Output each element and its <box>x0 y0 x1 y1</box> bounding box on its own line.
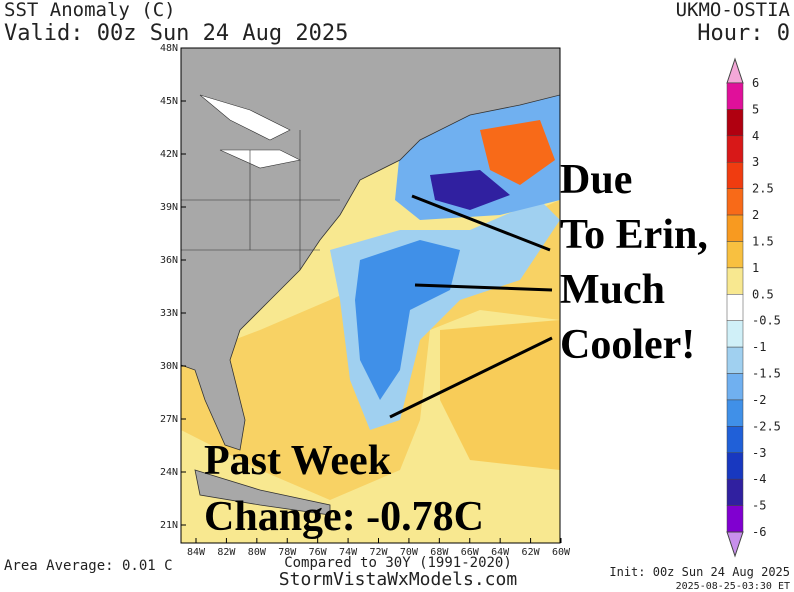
colorbar-label: -0.5 <box>752 314 781 328</box>
lon-label: 82W <box>217 547 236 558</box>
colorbar-label: 5 <box>752 102 759 116</box>
lon-label: 72W <box>369 547 388 558</box>
colorbar-label: 0.5 <box>752 287 774 301</box>
lon-label: 66W <box>461 547 480 558</box>
colorbar-arrow <box>726 57 744 84</box>
colorbar-label: -2 <box>752 393 766 407</box>
warm-area <box>440 320 560 470</box>
lon-label: 64W <box>491 547 510 558</box>
lon-label: 60W <box>552 547 571 558</box>
lon-label: 62W <box>522 547 541 558</box>
map <box>180 47 561 544</box>
colorbar-box <box>726 109 744 137</box>
borders <box>181 130 340 270</box>
colorbar-label: -2.5 <box>752 419 781 433</box>
hour: Hour: 0 <box>697 21 790 46</box>
init-time: Init: 00z Sun 24 Aug 2025 <box>609 565 790 579</box>
site: StormVistaWxModels.com <box>279 569 517 590</box>
colorbar-box <box>726 478 744 506</box>
colorbar-box <box>726 241 744 269</box>
lon-label: 70W <box>400 547 419 558</box>
lat-label: 39N <box>160 202 178 213</box>
colorbar-box <box>726 373 744 401</box>
comparison: Compared to 30Y (1991-2020) <box>284 555 512 571</box>
colorbar-label: 1.5 <box>752 234 774 248</box>
timestamp: 2025-08-25-03:30 ET <box>676 581 790 592</box>
warm-core <box>480 120 555 185</box>
lon-label: 68W <box>430 547 449 558</box>
colorbar-box <box>726 452 744 480</box>
colorbar-box <box>726 426 744 454</box>
annotation: Much <box>560 267 665 313</box>
colorbar-label: 3 <box>752 155 759 169</box>
annotation-line <box>411 194 551 252</box>
lat-label: 33N <box>160 308 178 319</box>
lon-label: 74W <box>339 547 358 558</box>
map-frame <box>180 47 561 544</box>
colorbar-box <box>726 82 744 110</box>
colorbar-box <box>726 294 744 321</box>
annotation-line <box>389 336 553 419</box>
lon-label: 76W <box>309 547 328 558</box>
cool-area <box>355 240 460 400</box>
colorbar-label: -1 <box>752 340 766 354</box>
annotation: Past Week <box>204 438 392 484</box>
lat-label: 30N <box>160 361 178 372</box>
lat-label: 21N <box>160 520 178 531</box>
lat-label: 45N <box>160 96 178 107</box>
annotation: Cooler! <box>560 322 695 368</box>
lat-label: 27N <box>160 414 178 425</box>
colorbar-label: -6 <box>752 525 766 539</box>
colorbar-label: -4 <box>752 472 766 486</box>
lat-label: 36N <box>160 255 178 266</box>
colorbar-label: 4 <box>752 129 759 143</box>
annotation: Due <box>560 157 632 203</box>
valid-time: Valid: 00z Sun 24 Aug 2025 <box>4 21 348 46</box>
colorbar-box <box>726 135 744 163</box>
colorbar-box <box>726 161 744 189</box>
colorbar-label: 6 <box>752 76 759 90</box>
lat-label: 48N <box>160 43 178 54</box>
title: SST Anomaly (C) <box>4 0 176 21</box>
model-name: UKMO-OSTIA <box>676 0 791 21</box>
annotation: To Erin, <box>560 212 708 258</box>
colorbar-box <box>726 320 744 348</box>
colorbar-box <box>726 214 744 242</box>
colorbar-arrow <box>726 531 744 558</box>
colorbar-box <box>726 267 744 295</box>
area-average: Area Average: 0.01 C <box>4 558 173 574</box>
colorbar-box <box>726 505 744 533</box>
colorbar-box <box>726 399 744 427</box>
annotation: Change: -0.78C <box>204 494 484 540</box>
map-ticks: 48N 45N 42N 39N 36N 33N 30N 27N 24N 21N 84W 82W 80W 7… <box>160 43 571 558</box>
colorbar-box <box>726 188 744 216</box>
cold-core <box>430 170 510 210</box>
colorbar-label: 2 <box>752 208 759 222</box>
cuba <box>194 469 331 516</box>
lat-label: 24N <box>160 467 178 478</box>
colorbar-label: -1.5 <box>752 367 781 381</box>
colorbar-label: 2.5 <box>752 182 774 196</box>
colorbar-label: -3 <box>752 446 766 460</box>
colorbar: 6 5 4 3 2.5 2 1.5 1 0.5 -0.5 -1 -1.5 -2 -2.5 -3 -4 -5 -6 <box>726 57 781 558</box>
colorbar-label: 1 <box>752 261 759 275</box>
lon-label: 84W <box>187 547 206 558</box>
colorbar-box <box>726 346 744 374</box>
colorbar-label: -5 <box>752 499 766 513</box>
lat-label: 42N <box>160 149 178 160</box>
lon-label: 80W <box>248 547 267 558</box>
lon-label: 78W <box>278 547 297 558</box>
annotation-line <box>414 283 553 292</box>
